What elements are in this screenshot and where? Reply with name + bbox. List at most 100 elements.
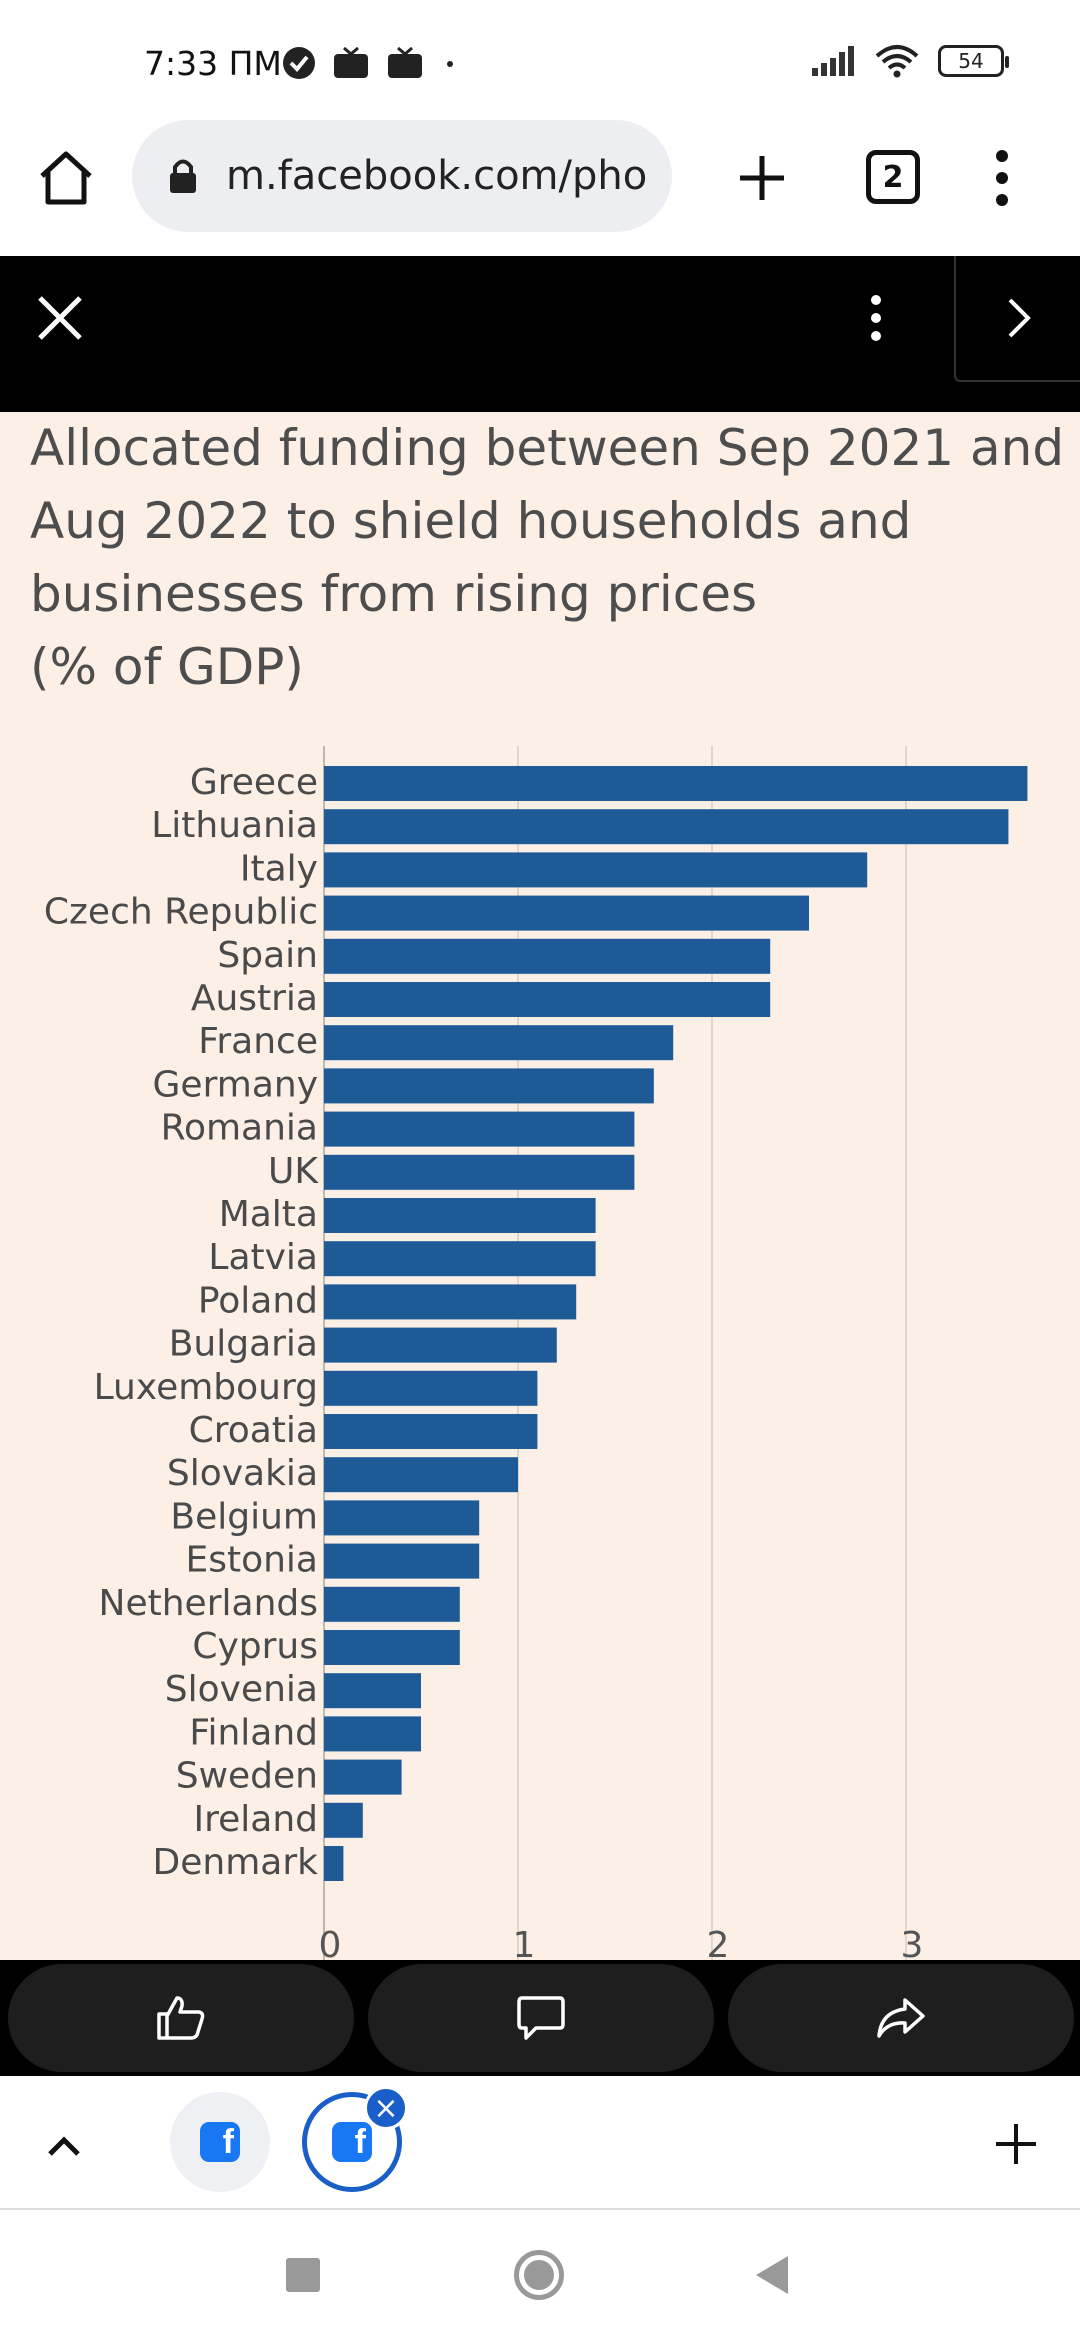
- category-label: Luxembourg: [94, 1367, 318, 1408]
- x-tick-label: 0: [319, 1925, 342, 1960]
- category-label: Estonia: [185, 1540, 318, 1581]
- category-label: Finland: [189, 1712, 318, 1753]
- wifi-icon: [875, 45, 919, 78]
- dot-icon: [447, 61, 453, 67]
- category-label: Cyprus: [192, 1626, 318, 1667]
- category-label: Bulgaria: [169, 1324, 318, 1365]
- chart-title-line: Allocated funding between Sep 2021 and: [30, 419, 1065, 477]
- share-icon: [877, 1998, 925, 2038]
- category-label: Latvia: [208, 1237, 318, 1278]
- bar: [324, 1630, 460, 1665]
- category-label: Romania: [161, 1108, 318, 1149]
- bar: [324, 1025, 674, 1061]
- category-label: Netherlands: [99, 1583, 318, 1624]
- bar: [324, 1457, 518, 1493]
- chevron-right-icon: [1008, 298, 1031, 338]
- x-tick-label: 3: [901, 1925, 924, 1960]
- chart-title-line: Aug 2022 to shield households and: [30, 492, 912, 550]
- chart-title-line: (% of GDP): [30, 638, 304, 696]
- chart-title: Allocated funding between Sep 2021 and A…: [30, 412, 1065, 704]
- bar: [324, 1370, 538, 1406]
- bar: [324, 766, 1028, 801]
- bar: [324, 1500, 480, 1536]
- back-icon[interactable]: [756, 2256, 788, 2294]
- comment-button[interactable]: [368, 1964, 714, 2072]
- close-tab-icon[interactable]: ×: [364, 2086, 408, 2130]
- facebook-icon: f: [332, 2122, 372, 2162]
- bar: [324, 1284, 577, 1320]
- bar: [324, 1241, 596, 1277]
- category-label: France: [198, 1021, 318, 1062]
- lock-icon: [170, 159, 196, 193]
- bar: [324, 938, 771, 974]
- status-time: 7:33 ПМ: [144, 44, 282, 83]
- category-label: Denmark: [153, 1842, 319, 1883]
- category-label: Sweden: [176, 1756, 318, 1797]
- bar: [324, 895, 809, 931]
- close-icon[interactable]: [34, 292, 86, 344]
- bar: [324, 1414, 538, 1449]
- tab-facebook-2[interactable]: f: [302, 2092, 402, 2192]
- tab-facebook-1[interactable]: f: [170, 2092, 270, 2192]
- bar: [324, 809, 1009, 845]
- category-label: Austria: [191, 978, 318, 1019]
- tab-strip: [0, 2076, 1080, 2210]
- address-bar[interactable]: m.facebook.com/pho: [132, 120, 672, 232]
- category-label: Croatia: [189, 1410, 318, 1451]
- x-tick-label: 2: [707, 1925, 730, 1960]
- bar: [324, 1111, 635, 1147]
- category-label: UK: [268, 1151, 319, 1192]
- recents-icon[interactable]: [286, 2258, 320, 2292]
- category-label: Belgium: [170, 1496, 318, 1537]
- photo-viewer-header: [0, 256, 1080, 412]
- bar: [324, 1327, 557, 1363]
- new-tab-plus-icon[interactable]: [730, 146, 794, 210]
- home-nav-icon[interactable]: [514, 2250, 564, 2300]
- like-button[interactable]: [8, 1964, 354, 2072]
- bar: [324, 1673, 421, 1709]
- home-icon[interactable]: [34, 146, 98, 210]
- thumbs-up-icon: [157, 1996, 205, 2040]
- signal-icon: [812, 46, 854, 76]
- comment-icon: [517, 1996, 565, 2040]
- category-label: Slovenia: [165, 1669, 318, 1710]
- bar: [324, 982, 771, 1017]
- bar: [324, 1586, 460, 1622]
- share-button[interactable]: [728, 1964, 1074, 2072]
- x-tick-label: 1: [513, 1925, 536, 1960]
- url-text: m.facebook.com/pho: [226, 153, 648, 199]
- more-menu-icon[interactable]: [990, 146, 1014, 210]
- status-bar: 7:33 ПМ 54: [0, 0, 1080, 126]
- bar: [324, 1846, 344, 1881]
- photo-options-icon[interactable]: [864, 290, 888, 346]
- tv-icon: [334, 46, 368, 78]
- battery-indicator: 54: [938, 45, 1009, 77]
- bar: [324, 1716, 421, 1752]
- category-label: Czech Republic: [44, 892, 318, 933]
- bar: [324, 1543, 480, 1579]
- verified-icon: [283, 47, 315, 79]
- chevron-up-icon[interactable]: [44, 2126, 84, 2166]
- category-label: Slovakia: [167, 1453, 318, 1494]
- bar: [324, 1068, 654, 1104]
- tv-icon: [388, 46, 422, 78]
- facebook-icon: f: [200, 2122, 240, 2162]
- next-photo-button[interactable]: [954, 256, 1080, 382]
- category-label: Poland: [198, 1280, 318, 1321]
- chart-image: Allocated funding between Sep 2021 and A…: [0, 412, 1080, 1960]
- bar: [324, 1154, 635, 1190]
- tab-switcher-button[interactable]: 2: [866, 150, 920, 204]
- bar: [324, 1802, 363, 1838]
- category-label: Germany: [153, 1064, 318, 1105]
- category-label: Italy: [240, 848, 318, 889]
- bar: [324, 1759, 402, 1795]
- add-tab-icon[interactable]: [994, 2122, 1038, 2166]
- bar: [324, 1198, 596, 1233]
- category-label: Lithuania: [151, 805, 318, 846]
- category-label: Greece: [190, 762, 318, 803]
- chart-title-line: businesses from rising prices: [30, 565, 758, 623]
- category-label: Spain: [217, 935, 318, 976]
- bar: [324, 852, 868, 888]
- category-label: Malta: [219, 1194, 318, 1235]
